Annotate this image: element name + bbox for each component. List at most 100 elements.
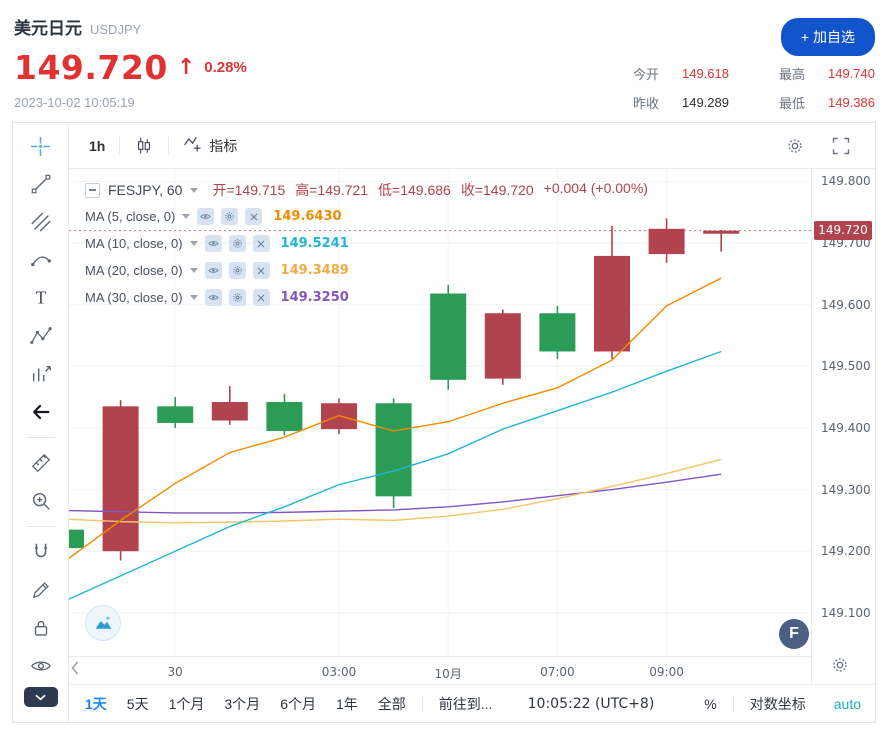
ohlc-item: 收=149.720 (460, 182, 534, 198)
svg-text:T: T (35, 288, 46, 308)
chevron-down-icon (190, 187, 199, 193)
ma-label[interactable]: MA (20, close, 0) (85, 263, 183, 278)
scroll-left-button[interactable] (71, 661, 79, 678)
chart-toolbar: 1h 指标 (69, 123, 875, 169)
toolbar-divider (26, 437, 55, 438)
indicator-settings-button[interactable] (228, 262, 246, 279)
remove-indicator-button[interactable] (252, 289, 270, 306)
chevron-down-icon (189, 295, 198, 300)
log-scale-button[interactable]: 对数坐标 (749, 695, 806, 712)
time-axis-label: 07:00 (540, 665, 575, 679)
collapse-toolbar-button[interactable] (23, 687, 58, 707)
indicator-legend: MA (5, close, 0) 149.6430 MA (10, close, 0… (85, 203, 648, 311)
ma-label[interactable]: MA (30, close, 0) (85, 290, 183, 305)
bottom-toolbar: 1天 5天 1个月 3个月 6个月 1年 全部 前往到... 10:05:22 (UTC+8… (69, 684, 875, 722)
parallel-channel-icon[interactable] (13, 203, 69, 241)
text-icon[interactable]: T (13, 279, 69, 317)
add-watchlist-button[interactable]: + 加自选 (780, 18, 875, 56)
chart-panel: T 1h 指标 FESJPY, 60 开=149.715 高=149.721 低=1… (12, 122, 876, 723)
toolbar-divider (26, 526, 55, 527)
chevron-down-icon (189, 241, 198, 246)
arrow-left-icon[interactable] (13, 393, 69, 431)
toggle-visibility-button[interactable] (204, 262, 222, 279)
range-button[interactable]: 3个月 (224, 695, 261, 712)
price-axis[interactable]: 149.800 149.700 149.600 149.500 149.400 149.3… (811, 169, 875, 686)
curve-icon[interactable] (13, 241, 69, 279)
indicator-settings-button[interactable] (221, 208, 239, 225)
ma-value: 149.3489 (280, 263, 349, 278)
last-price-badge: 149.720 (814, 220, 872, 240)
price-axis-label: 149.500 (821, 359, 871, 374)
ma-legend-row: MA (20, close, 0) 149.3489 (85, 257, 648, 284)
range-button[interactable]: 5天 (126, 695, 149, 712)
stat-value: 149.618 (681, 66, 729, 81)
crosshair-icon[interactable] (13, 127, 69, 165)
bottom-bar-divider (732, 696, 734, 711)
range-button[interactable]: 6个月 (280, 695, 316, 712)
ma-legend-row: MA (5, close, 0) 149.6430 (85, 203, 648, 230)
range-button[interactable]: 1天 (85, 695, 107, 712)
price-axis-label: 149.200 (821, 544, 871, 559)
indicator-icon (183, 134, 203, 157)
stat-value: 149.386 (828, 95, 875, 110)
forecast-icon[interactable] (13, 355, 69, 393)
percent-scale-button[interactable]: % (704, 695, 717, 712)
axis-settings-button[interactable] (830, 655, 850, 678)
ma-legend-row: MA (10, close, 0) 149.5241 (85, 230, 648, 257)
ohlc-item: 高=149.721 (295, 182, 369, 198)
chart-plot-area[interactable]: FESJPY, 60 开=149.715 高=149.721 低=149.686 收=… (69, 169, 811, 656)
ruler-icon[interactable] (13, 444, 69, 482)
candlestick-chart[interactable] (69, 169, 811, 656)
range-button[interactable]: 1个月 (168, 695, 205, 712)
fullscreen-button[interactable] (831, 136, 851, 156)
ma-label[interactable]: MA (5, close, 0) (85, 209, 176, 224)
indicators-button[interactable]: 指标 (183, 134, 237, 157)
ma-label[interactable]: MA (10, close, 0) (85, 236, 183, 251)
indicator-settings-button[interactable] (228, 289, 246, 306)
toggle-visibility-button[interactable] (204, 235, 222, 252)
toggle-visibility-button[interactable] (197, 208, 215, 225)
time-axis-label: 10月 (434, 667, 462, 681)
remove-indicator-button[interactable] (252, 262, 270, 279)
price-axis-label: 149.100 (821, 605, 871, 620)
range-button[interactable]: 1年 (335, 695, 358, 712)
remove-indicator-button[interactable] (245, 208, 263, 225)
eye-icon[interactable] (13, 647, 69, 685)
ma-value: 149.5241 (280, 236, 349, 251)
bottom-bar-divider (421, 696, 423, 711)
time-axis[interactable]: 30 03:00 10月 07:00 09:00 (69, 656, 811, 686)
price-axis-label: 149.400 (821, 420, 871, 435)
collapse-legend-button[interactable] (85, 182, 100, 198)
indicator-settings-button[interactable] (228, 235, 246, 252)
stat-label: 昨收 (632, 96, 659, 111)
magnet-icon[interactable] (13, 533, 69, 571)
quote-header: 美元日元 USDJPY 149.720 ↑ 0.28% 2023-10-02 1… (0, 0, 888, 122)
zoom-in-icon[interactable] (13, 482, 69, 520)
drawing-mode-icon[interactable] (13, 571, 69, 609)
ohlc-item: 开=149.715 (212, 182, 286, 198)
xabcd-pattern-icon[interactable] (13, 317, 69, 355)
remove-indicator-button[interactable] (252, 235, 270, 252)
chart-logo-badge (85, 605, 121, 641)
goto-date-button[interactable]: 前往到... (438, 695, 493, 712)
stat-label: 最高 (778, 67, 805, 82)
drawing-toolbar: T (13, 123, 69, 722)
series-title[interactable]: FESJPY, 60 (108, 182, 183, 198)
change-percent: 0.28% (204, 59, 247, 76)
timeframe-button[interactable]: 1h (89, 137, 106, 154)
time-axis-label: 03:00 (321, 665, 357, 679)
chevron-down-icon (189, 268, 198, 273)
chart-legend: FESJPY, 60 开=149.715 高=149.721 低=149.686 收=… (85, 177, 648, 311)
chart-style-button[interactable] (134, 136, 154, 156)
stat-value: 149.289 (681, 95, 729, 110)
toggle-visibility-button[interactable] (204, 289, 222, 306)
toolbar-divider (168, 136, 170, 155)
auto-scale-button[interactable]: auto (833, 695, 861, 712)
range-button[interactable]: 全部 (377, 695, 406, 712)
chart-settings-button[interactable] (785, 136, 805, 156)
trend-line-icon[interactable] (13, 165, 69, 203)
instrument-symbol: USDJPY (90, 22, 142, 37)
lock-icon[interactable] (13, 609, 69, 647)
quote-timestamp: 2023-10-02 10:05:19 (14, 95, 135, 110)
ma-value: 149.6430 (273, 209, 342, 224)
